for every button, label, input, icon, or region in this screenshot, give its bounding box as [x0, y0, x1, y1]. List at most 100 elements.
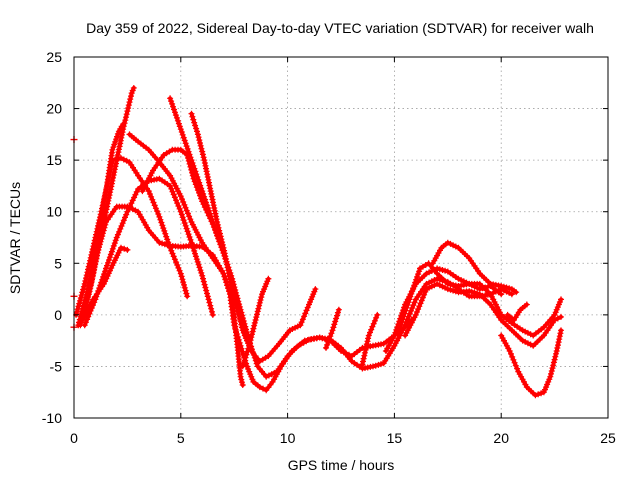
series-marker [466, 255, 482, 274]
series-marker [519, 337, 534, 348]
series-marker [199, 272, 211, 300]
series-marker [201, 157, 214, 192]
axis-ticks: 0 5 10 15 20 25 -10 -5 0 5 10 15 20 25 [42, 49, 616, 446]
series-trace [168, 96, 414, 379]
series-marker [109, 130, 121, 153]
data-series [395, 260, 565, 339]
chart-title: Day 359 of 2022, Sidereal Day-to-day VTE… [86, 20, 594, 36]
series-marker [103, 206, 118, 225]
series-marker [504, 311, 515, 322]
data-series [323, 306, 342, 351]
series-marker [239, 381, 246, 388]
series-marker [487, 291, 503, 316]
series-marker [160, 148, 173, 158]
y-tick-label: 15 [46, 152, 62, 168]
series-marker [515, 368, 529, 388]
data-series [188, 110, 253, 349]
series-marker [498, 286, 513, 296]
series-marker [476, 270, 492, 285]
data-series [402, 280, 565, 349]
series-marker [103, 237, 119, 272]
series-marker [265, 275, 272, 282]
series-marker [295, 338, 310, 349]
series-marker [220, 270, 235, 300]
series-marker [100, 265, 115, 287]
data-series [504, 301, 530, 323]
series-marker [306, 288, 318, 308]
series-marker [359, 335, 372, 368]
series-marker [276, 329, 291, 347]
series-marker [558, 296, 565, 303]
series-marker [508, 286, 517, 294]
grid-lines [74, 57, 608, 418]
series-marker [207, 188, 220, 223]
series-marker [412, 283, 428, 303]
series-marker [156, 239, 171, 248]
series-marker [188, 219, 204, 244]
series-marker [145, 188, 162, 217]
series-marker [498, 332, 512, 352]
series-marker [498, 291, 505, 298]
series-marker [126, 131, 139, 143]
series-marker [256, 384, 266, 392]
series-marker [188, 110, 200, 135]
series-marker [237, 373, 245, 386]
series-marker [297, 304, 311, 329]
series-marker [130, 84, 137, 91]
series-marker [118, 155, 130, 164]
data-series [77, 203, 515, 394]
series-marker [263, 381, 274, 394]
y-tick-label: 10 [46, 204, 62, 220]
x-tick-label: 5 [177, 430, 185, 446]
series-marker [286, 323, 301, 334]
series-marker [167, 182, 183, 212]
series-marker [365, 314, 380, 339]
series-marker [551, 299, 563, 318]
series-marker [252, 294, 265, 323]
series-marker [120, 121, 127, 128]
data-series-layer [73, 84, 565, 399]
series-marker [425, 260, 438, 274]
series-marker [156, 175, 171, 188]
series-marker [540, 319, 556, 339]
series-marker [88, 232, 105, 287]
series-marker [128, 87, 136, 97]
series-marker [508, 327, 524, 342]
data-series [498, 327, 565, 399]
series-marker [374, 311, 381, 318]
series-marker [103, 149, 115, 195]
series-marker [434, 270, 449, 285]
series-marker [513, 289, 520, 296]
series-marker [126, 159, 140, 176]
series-marker [498, 311, 513, 324]
series-marker [547, 350, 559, 380]
series-marker [406, 268, 423, 303]
series-marker [444, 286, 459, 295]
series-marker [519, 327, 534, 338]
y-tick-label: 20 [46, 101, 62, 117]
series-marker [455, 244, 470, 260]
series-marker [199, 188, 215, 223]
series-marker [167, 95, 183, 130]
series-marker [124, 246, 131, 253]
series-marker [115, 123, 125, 135]
series-marker [498, 317, 513, 332]
series-marker [113, 211, 130, 241]
series-marker [329, 309, 341, 334]
series-marker [81, 299, 98, 329]
series-marker [438, 241, 449, 251]
series-marker [190, 175, 205, 202]
series-marker [169, 146, 181, 153]
series-marker [312, 286, 319, 293]
series-marker [530, 326, 545, 339]
series-marker [434, 280, 449, 291]
series-marker [209, 255, 225, 274]
data-series [239, 275, 272, 370]
series-marker [98, 180, 115, 236]
series-marker [476, 280, 492, 296]
series-marker [256, 354, 269, 365]
y-tick-label: 5 [54, 255, 62, 271]
data-series [359, 311, 381, 368]
x-tick-label: 25 [600, 430, 616, 446]
